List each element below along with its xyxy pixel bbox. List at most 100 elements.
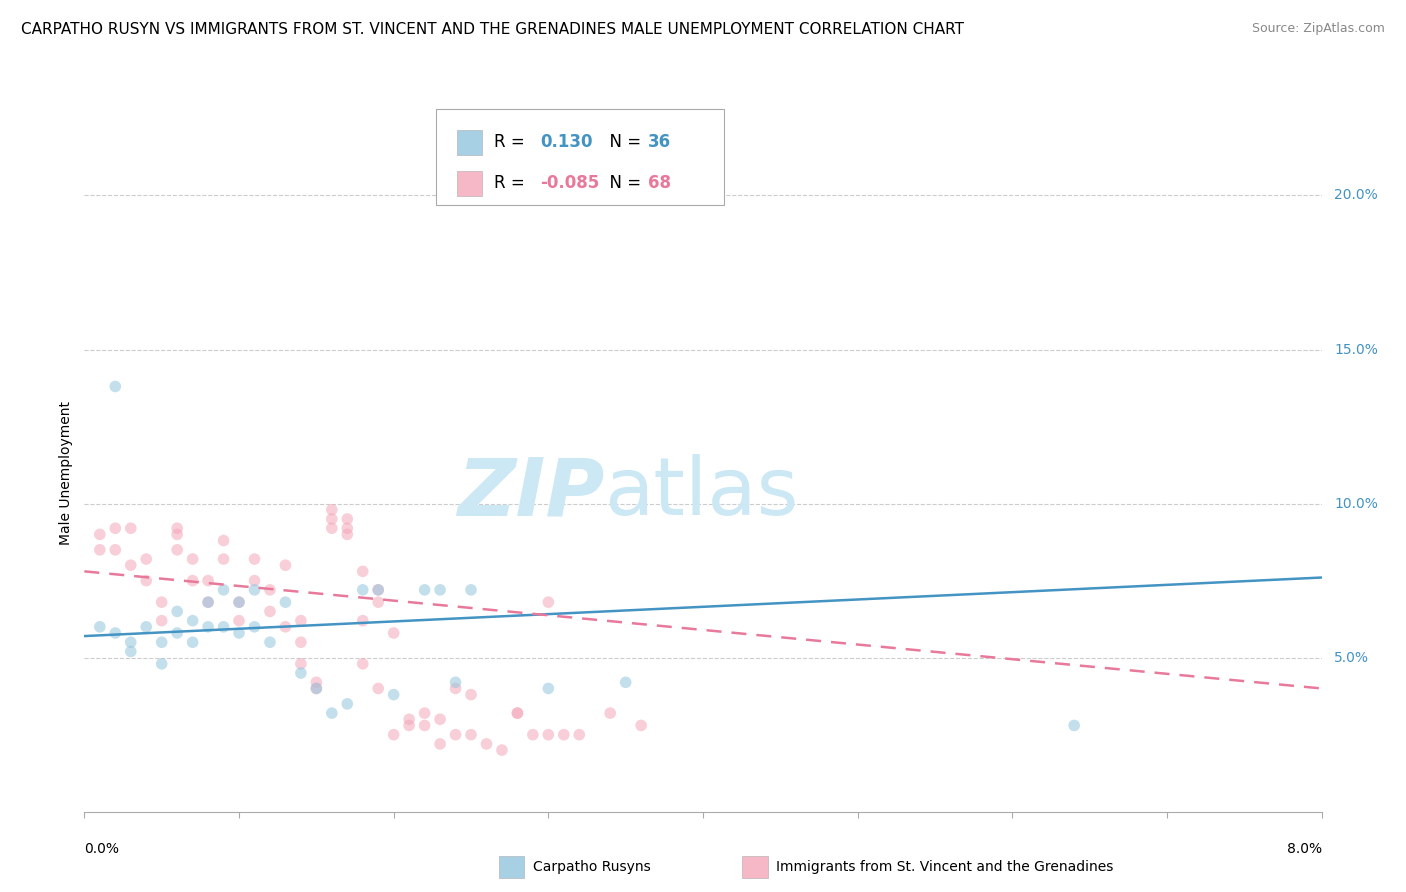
Point [475,737,498,751]
Point [460,688,482,702]
Point [630,718,652,732]
Point [274,620,297,634]
Point [104,521,127,535]
Point [506,706,529,720]
Point [352,657,374,671]
Point [212,552,235,566]
Point [305,681,328,696]
Point [104,379,127,393]
Point [352,614,374,628]
Point [150,614,173,628]
Point [243,582,266,597]
Point [274,595,297,609]
Point [120,558,142,573]
Point [150,595,173,609]
Point [259,582,281,597]
Point [537,681,560,696]
Text: 36: 36 [648,133,671,151]
Point [197,574,219,588]
Point [413,718,436,732]
Text: CARPATHO RUSYN VS IMMIGRANTS FROM ST. VINCENT AND THE GRENADINES MALE UNEMPLOYME: CARPATHO RUSYN VS IMMIGRANTS FROM ST. VI… [21,22,965,37]
Y-axis label: Male Unemployment: Male Unemployment [59,401,73,545]
Point [522,728,544,742]
Point [228,626,250,640]
Text: R =: R = [494,174,530,192]
Point [197,595,219,609]
Point [367,582,389,597]
Point [336,521,359,535]
Point [429,582,451,597]
Point [135,552,157,566]
Point [290,635,312,649]
Point [274,558,297,573]
Point [321,706,343,720]
Point [243,552,266,566]
Point [166,527,188,541]
Point [413,706,436,720]
Point [321,502,343,516]
Point [444,675,467,690]
Text: 15.0%: 15.0% [1334,343,1378,357]
Text: 8.0%: 8.0% [1286,842,1322,856]
Point [89,620,111,634]
Point [1063,718,1085,732]
Point [243,574,266,588]
Text: 0.130: 0.130 [540,133,592,151]
Point [135,620,157,634]
Point [336,512,359,526]
Point [336,697,359,711]
Point [228,595,250,609]
Point [305,681,328,696]
Point [553,728,575,742]
Point [150,657,173,671]
Point [104,542,127,557]
Point [614,675,637,690]
Point [305,675,328,690]
Point [259,604,281,618]
Point [321,521,343,535]
Point [197,595,219,609]
Point [166,521,188,535]
Point [104,626,127,640]
Point [166,542,188,557]
Text: Carpatho Rusyns: Carpatho Rusyns [533,860,651,874]
Point [429,712,451,726]
Point [568,728,591,742]
Point [243,620,266,634]
Point [506,706,529,720]
Point [429,737,451,751]
Point [181,574,204,588]
Text: 10.0%: 10.0% [1334,497,1378,510]
Point [413,582,436,597]
Text: -0.085: -0.085 [540,174,599,192]
Point [460,728,482,742]
Point [212,620,235,634]
Text: R =: R = [494,133,530,151]
Point [460,582,482,597]
Point [181,552,204,566]
Point [212,582,235,597]
Point [228,614,250,628]
Text: ZIP: ZIP [457,454,605,533]
Point [212,533,235,548]
Point [120,644,142,658]
Point [382,728,405,742]
Point [352,565,374,579]
Point [259,635,281,649]
Point [382,688,405,702]
Point [150,635,173,649]
Point [166,604,188,618]
Point [367,681,389,696]
Point [290,657,312,671]
Point [120,635,142,649]
Point [120,521,142,535]
Point [89,542,111,557]
Point [599,706,621,720]
Text: 0.0%: 0.0% [84,842,120,856]
Point [367,582,389,597]
Point [352,582,374,597]
Point [491,743,513,757]
Point [398,712,420,726]
Text: Immigrants from St. Vincent and the Grenadines: Immigrants from St. Vincent and the Gren… [776,860,1114,874]
Point [537,595,560,609]
